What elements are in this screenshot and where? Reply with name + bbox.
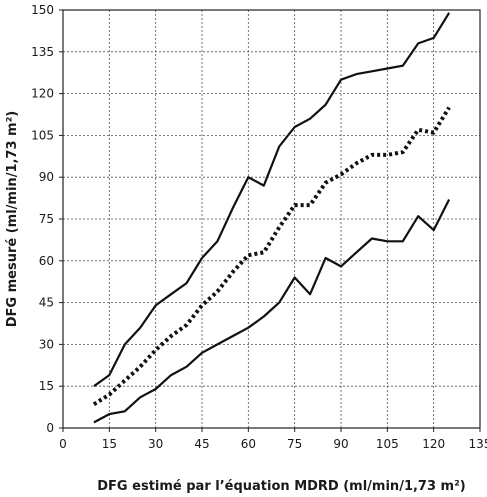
x-tick-label: 90 [333,437,348,451]
y-tick-label: 90 [39,170,54,184]
x-tick-label: 45 [194,437,209,451]
x-tick-label: 135 [469,437,487,451]
y-axis-label: DFG mesuré (ml/min/1,73 m²) [5,111,20,327]
x-tick-label: 0 [59,437,67,451]
x-axis-label: DFG estimé par l’équation MDRD (ml/min/1… [97,479,465,494]
x-tick-label: 30 [148,437,163,451]
solid-series-line-3 [93,199,451,424]
y-tick-label: 75 [39,212,54,226]
x-tick-label: 75 [287,437,302,451]
y-tick-label: 120 [31,87,54,101]
dotted-series-line [92,106,451,406]
solid-series-line-1 [93,12,451,388]
series-group [92,12,451,424]
y-tick-label: 105 [31,128,54,142]
x-tick-label: 15 [102,437,117,451]
y-tick-label: 135 [31,45,54,59]
y-tick-label: 30 [39,337,54,351]
y-tick-label: 0 [46,421,54,435]
y-tick-label: 45 [39,296,54,310]
y-tick-labels: 0 15 30 45 60 75 90 105 120 135 150 [31,3,63,435]
x-tick-label: 105 [376,437,399,451]
x-tick-labels: 0 15 30 45 60 75 90 105 120 135 [59,428,487,451]
x-tick-label: 60 [241,437,256,451]
y-tick-label: 150 [31,3,54,17]
y-tick-label: 15 [39,379,54,393]
y-tick-label: 60 [39,254,54,268]
x-tick-label: 120 [422,437,445,451]
